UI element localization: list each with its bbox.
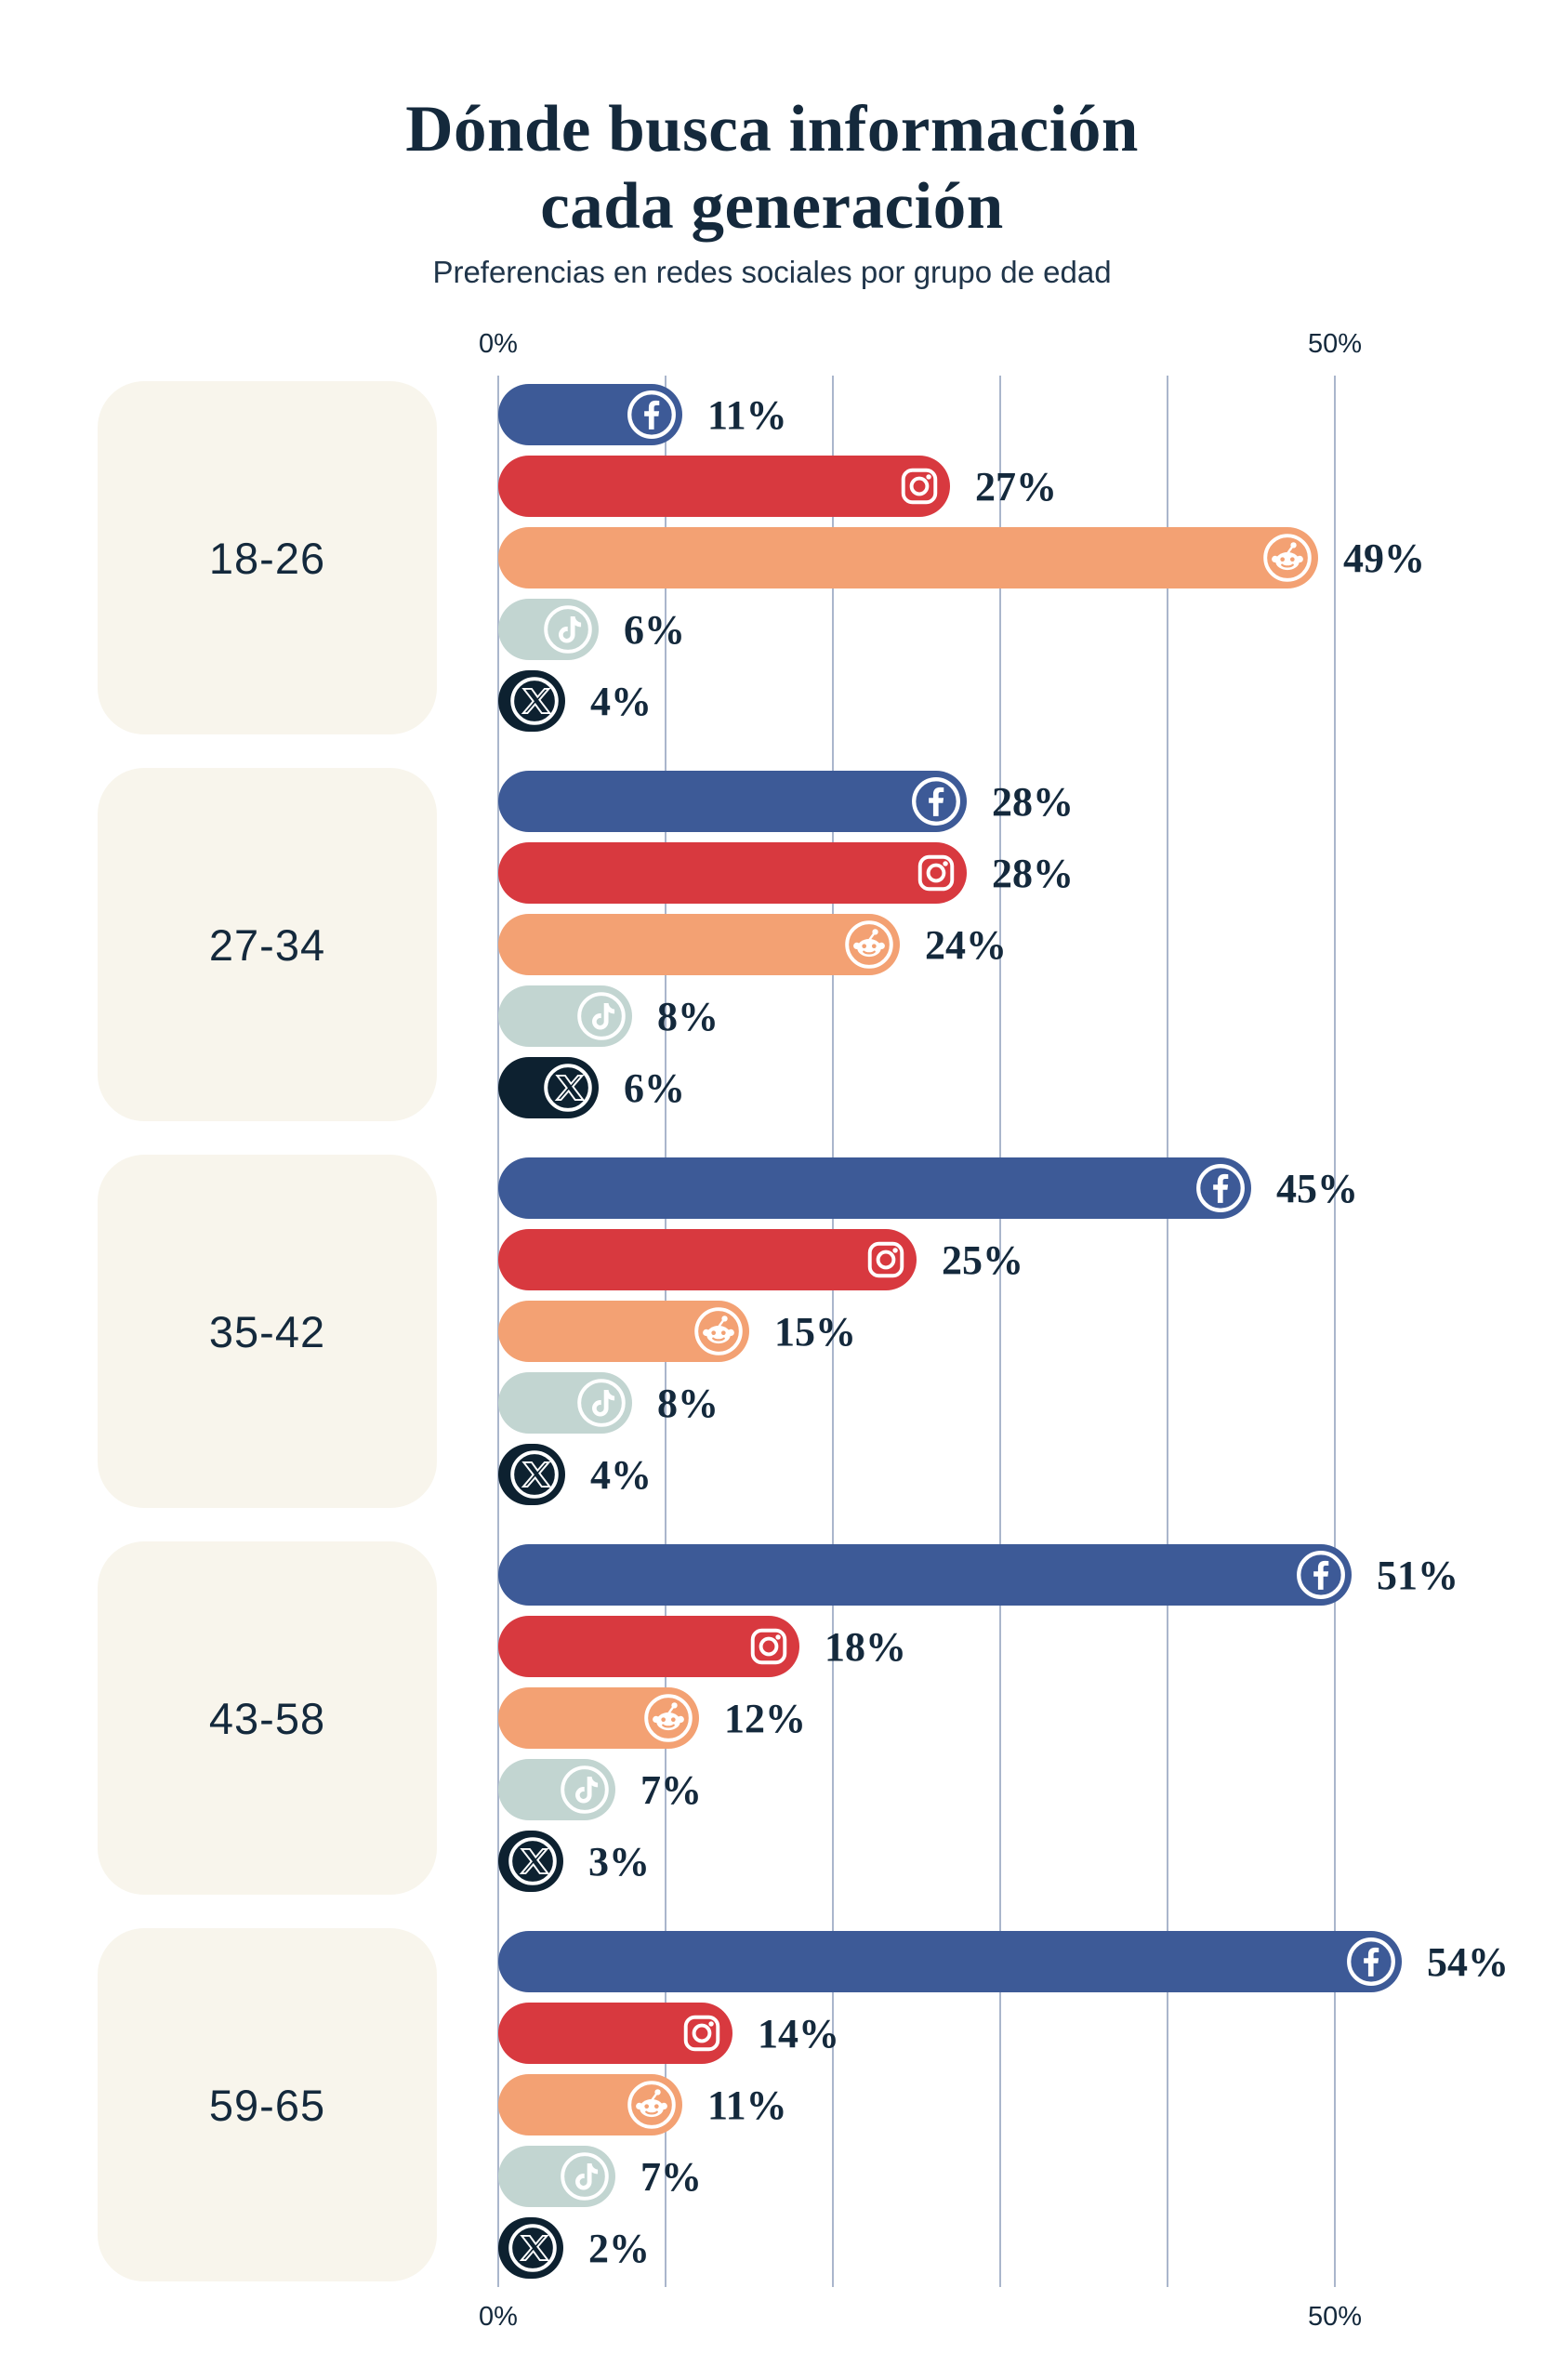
value-label: 49% (1343, 535, 1425, 581)
x-icon (542, 1062, 594, 1114)
bar-pill-reddit (498, 1687, 699, 1749)
facebook-icon (910, 775, 962, 827)
tiktok-icon (559, 2150, 611, 2202)
title-line-2: cada generación (540, 170, 1004, 244)
bar-pill-reddit (498, 527, 1318, 588)
tiktok-icon (559, 1764, 611, 1816)
bar-pill-tiktok (498, 1759, 615, 1820)
x-icon (507, 1835, 559, 1887)
value-label: 4% (590, 1451, 652, 1498)
facebook-icon (626, 389, 678, 441)
value-label: 2% (588, 2225, 650, 2271)
facebook-icon (1295, 1549, 1347, 1601)
title-line-1: Dónde busca información (405, 92, 1139, 165)
value-label: 7% (640, 2153, 702, 2200)
age-group-label: 59-65 (208, 2080, 326, 2130)
gridline (1167, 376, 1168, 2287)
bar-pill-instagram (498, 2003, 732, 2064)
instagram-icon (893, 460, 945, 512)
reddit-icon (642, 1692, 694, 1744)
value-label: 25% (942, 1236, 1023, 1283)
gridline (1334, 376, 1336, 2287)
x-icon (508, 675, 561, 727)
bar-pill-reddit (498, 914, 900, 975)
tiktok-icon (575, 990, 627, 1042)
age-group-label-box: 43-58 (98, 1541, 437, 1895)
bar-pill-x (498, 670, 565, 732)
value-label: 28% (992, 850, 1074, 896)
age-group-label-box: 18-26 (98, 381, 437, 734)
value-label: 4% (590, 678, 652, 724)
facebook-icon (1194, 1162, 1247, 1214)
value-label: 28% (992, 778, 1074, 825)
reddit-icon (693, 1305, 745, 1357)
reddit-icon (626, 2079, 678, 2131)
value-label: 6% (624, 1064, 685, 1111)
tiktok-icon (542, 603, 594, 655)
x-icon (507, 2222, 559, 2274)
gridline (999, 376, 1001, 2287)
age-group-label-box: 35-42 (98, 1155, 437, 1508)
instagram-icon (860, 1234, 912, 1286)
bar-pill-instagram (498, 456, 950, 517)
value-label: 6% (624, 606, 685, 653)
instagram-icon (676, 2007, 728, 2059)
age-group-label-box: 27-34 (98, 768, 437, 1121)
value-label: 15% (774, 1308, 856, 1355)
value-label: 3% (588, 1838, 650, 1884)
value-label: 11% (707, 391, 787, 438)
value-label: 54% (1427, 1938, 1509, 1985)
bar-pill-x (498, 1057, 599, 1118)
age-group-label: 35-42 (208, 1306, 326, 1356)
axis-label-bottom-left: 0% (479, 2302, 518, 2332)
instagram-icon (910, 847, 962, 899)
value-label: 11% (707, 2082, 787, 2128)
bar-pill-x (498, 2217, 563, 2279)
value-label: 18% (825, 1623, 906, 1670)
bar-pill-x (498, 1444, 565, 1505)
age-group-label: 43-58 (208, 1693, 326, 1743)
tiktok-icon (575, 1377, 627, 1429)
bar-pill-reddit (498, 1301, 749, 1362)
bar-pill-tiktok (498, 2146, 615, 2207)
reddit-icon (843, 919, 895, 971)
x-icon (508, 1448, 561, 1501)
bar-pill-facebook (498, 1544, 1352, 1606)
bar-pill-tiktok (498, 1372, 632, 1434)
age-group-label-box: 59-65 (98, 1928, 437, 2281)
bar-pill-facebook (498, 771, 967, 832)
age-group-label: 18-26 (208, 533, 326, 583)
bar-pill-x (498, 1831, 563, 1892)
bar-pill-instagram (498, 1616, 799, 1677)
value-label: 8% (657, 1380, 719, 1426)
bar-pill-reddit (498, 2074, 682, 2135)
gridline (832, 376, 834, 2287)
age-group-label: 27-34 (208, 919, 326, 970)
bar-pill-facebook (498, 1157, 1251, 1219)
reddit-icon (1261, 532, 1313, 584)
value-label: 12% (724, 1695, 806, 1741)
bar-pill-instagram (498, 842, 967, 904)
value-label: 51% (1377, 1552, 1458, 1598)
value-label: 27% (975, 463, 1057, 509)
instagram-icon (743, 1620, 795, 1673)
value-label: 7% (640, 1766, 702, 1813)
bar-pill-tiktok (498, 985, 632, 1047)
chart-subtitle: Preferencias en redes sociales por grupo… (432, 255, 1112, 289)
axis-label-top-right: 50% (1307, 329, 1363, 359)
axis-label-bottom-right: 50% (1307, 2302, 1363, 2332)
bar-pill-tiktok (498, 599, 599, 660)
bar-pill-facebook (498, 384, 682, 445)
bar-pill-instagram (498, 1229, 917, 1290)
value-label: 14% (758, 2010, 839, 2056)
value-label: 45% (1276, 1165, 1358, 1211)
bar-pill-facebook (498, 1931, 1402, 1992)
axis-label-top-left: 0% (479, 329, 518, 359)
facebook-icon (1345, 1936, 1397, 1988)
page-title: Dónde busca información cada generación (0, 91, 1544, 247)
value-label: 8% (657, 993, 719, 1039)
value-label: 24% (925, 921, 1007, 968)
